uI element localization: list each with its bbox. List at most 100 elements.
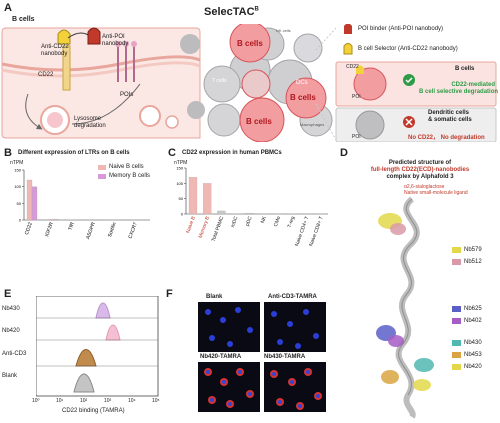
panel-a-label: A — [4, 2, 12, 14]
x-tick-label: 10⁰ — [32, 398, 40, 404]
legend-swatch — [452, 352, 461, 358]
y-tick-label: 100 — [14, 184, 21, 189]
panel-c-title: CD22 expression in human PBMCs — [182, 150, 282, 156]
category-label: TfR — [67, 221, 76, 231]
category-label: Sortilin — [107, 221, 118, 238]
panel-e-label: E — [4, 288, 12, 300]
category-label: NK — [260, 215, 268, 224]
category-label: T-reg — [287, 215, 297, 228]
nb430-histogram — [95, 302, 111, 319]
img-title-anti-cd3: Anti-CD3-TAMRA — [268, 294, 317, 300]
x-tick-label: 10⁴ — [128, 398, 136, 404]
img-title-nb430: Nb430-TAMRA — [264, 354, 306, 360]
category-label: Naive CD8+ T — [308, 216, 324, 248]
bar-pdc — [245, 212, 254, 215]
poi-shapes — [117, 42, 135, 82]
legend-label: Nb625 — [464, 306, 482, 312]
cell-membrane-inner — [1, 61, 201, 78]
blank-histogram — [73, 373, 95, 393]
protein-structure — [376, 196, 434, 419]
cd22-backbone-detail — [398, 198, 418, 396]
cycle-arrow-1 — [25, 93, 43, 130]
y-tick-label: 0 — [19, 218, 22, 223]
box2-result: No CD22， No degradation — [408, 135, 485, 141]
b-cells-heading: B cells — [12, 16, 35, 23]
pbmc-bar-chart: 0 50 100 150 Naive B Memory B Total PBMC mDC pDC… — [176, 166, 328, 248]
nb420-histogram — [105, 324, 121, 341]
flow-histogram — [36, 296, 159, 397]
nuclei-nb420 — [204, 368, 254, 408]
selectac-title: SelecTACB — [204, 6, 259, 18]
nuclei-blank — [205, 307, 253, 347]
selectac-title-text: SelecTAC — [204, 6, 255, 18]
histogram-frame — [36, 296, 159, 397]
category-label: IGF2R — [44, 221, 55, 237]
cell-membrane — [1, 55, 201, 72]
y-tick-label: 50 — [179, 196, 184, 201]
cd22-receptor — [62, 45, 71, 91]
cluster-label-dc1: DCs — [216, 48, 228, 54]
legend-nb512: Nb512 — [452, 259, 482, 265]
box1-selector — [356, 65, 364, 74]
cluster-label-t: T cells — [212, 78, 227, 84]
ligand-line-1: α2,6-sialoglactose — [404, 184, 445, 190]
legend-label: Nb420 — [464, 364, 482, 370]
legend-poi-binder: POI binder (Anti-POI nanobody) — [358, 26, 444, 32]
microscopy-grid — [198, 302, 326, 412]
row-anti-cd3: Anti-CD3 — [2, 351, 27, 357]
nb453-blob — [381, 370, 399, 384]
poi-binder-icon — [344, 24, 352, 34]
anti-cd22-label: Anti-CD22 nanobody — [41, 44, 69, 57]
nb402-blob — [388, 335, 404, 347]
ltr-bar-chart: 0 50 100 150 CD22 IGF2R TfR ASGPR Sortilin CXCR7 — [14, 168, 150, 240]
bar-memory-b-cells — [31, 186, 38, 221]
box1-cd22: CD22 — [346, 64, 359, 70]
pois-label: POIs — [120, 92, 134, 98]
row-nb420: Nb420 — [2, 328, 20, 334]
category-label: Memory B — [198, 215, 212, 239]
cluster-label-nk: NK cells — [276, 28, 291, 33]
box1-poi: POI — [352, 94, 361, 100]
panel-c-label: C — [168, 147, 176, 159]
ligand-line-2: Native small-molecule ligand — [404, 190, 468, 196]
category-label: CXCR7 — [127, 221, 139, 239]
legend-swatch — [452, 340, 461, 346]
nb420-blob — [413, 379, 431, 391]
anti-cd22-nanobody-shape — [57, 29, 71, 45]
nb512-blob — [390, 223, 406, 235]
anti-poi-nanobody-shape — [87, 27, 101, 45]
panel-d-title-1: Predicted structure of — [388, 160, 452, 166]
box1-result: CD22-mediated B cell selective degradati… — [419, 82, 499, 95]
memory-b-label: Memory B cells — [109, 173, 151, 179]
bar-naive-b-cells — [47, 219, 54, 221]
zoom-lines — [315, 27, 337, 141]
category-label: mDC — [230, 215, 240, 228]
naive-b-swatch — [98, 164, 106, 170]
legend-nb402: Nb402 — [452, 318, 482, 324]
lysosome-label: Lysosome degradation — [74, 116, 106, 129]
box1-cell — [353, 67, 387, 101]
legend-b-selector: B cell Selector (Anti-CD22 nanobody) — [358, 46, 458, 52]
panel-e-xlabel: CD22 binding (TAMRA) — [62, 408, 125, 414]
legend-label: Nb402 — [464, 318, 482, 324]
legend-nb579: Nb579 — [452, 247, 482, 253]
img-title-nb420: Nb420-TAMRA — [200, 354, 242, 360]
row-blank: Blank — [2, 373, 18, 379]
x-tick-label: 10⁵ — [152, 398, 160, 404]
category-label: Naive CD4+ T — [294, 216, 310, 248]
legend-nb453: Nb453 — [452, 352, 482, 358]
nuclei-nb430 — [270, 368, 322, 410]
panel-c-unit: nTPM — [174, 160, 188, 166]
x-tick-label: 10³ — [104, 398, 112, 404]
img-title-blank: Blank — [206, 294, 223, 300]
y-tick-label: 50 — [17, 201, 22, 206]
legend-swatch — [452, 247, 461, 253]
box2-poi: POI — [352, 134, 361, 140]
panel-f-label: F — [166, 288, 173, 300]
row-nb430: Nb430 — [2, 306, 20, 312]
category-label: ASGPR — [85, 221, 97, 240]
panel-b-legend: Naive B cells Memory B cells — [98, 164, 150, 179]
box1-title: B cells — [455, 66, 475, 72]
naive-b-label: Naive B cells — [109, 164, 144, 170]
legend-nb420: Nb420 — [452, 364, 482, 370]
